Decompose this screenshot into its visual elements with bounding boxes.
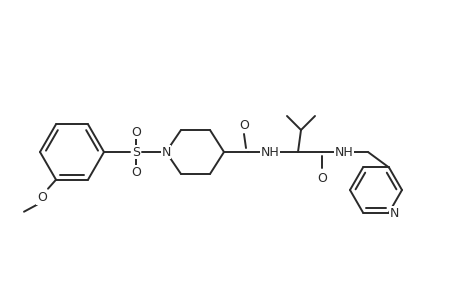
Text: S: S [132,146,140,158]
Text: NH: NH [260,146,279,158]
Text: NH: NH [334,146,353,158]
Text: O: O [131,125,140,139]
Text: O: O [37,191,47,204]
Text: O: O [131,166,140,178]
Text: O: O [316,172,326,185]
Text: N: N [388,207,398,220]
Text: N: N [161,146,170,158]
Text: N: N [161,146,170,158]
Text: O: O [239,118,248,131]
